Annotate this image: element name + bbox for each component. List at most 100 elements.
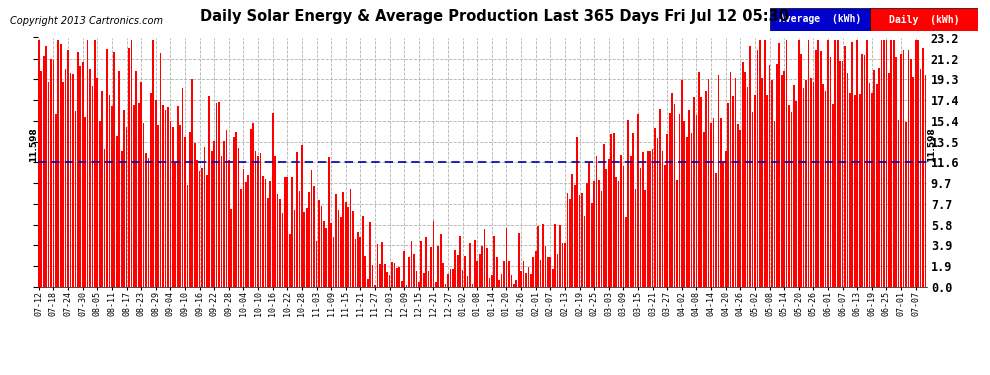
Bar xyxy=(87,40,88,287)
Bar xyxy=(406,285,408,287)
Bar xyxy=(556,254,558,287)
FancyBboxPatch shape xyxy=(770,8,870,31)
Bar xyxy=(74,111,76,287)
Bar xyxy=(651,148,653,287)
Bar xyxy=(893,40,895,287)
Bar xyxy=(803,88,805,287)
Bar xyxy=(544,246,546,287)
Bar xyxy=(194,144,196,287)
Bar xyxy=(359,237,361,287)
Bar xyxy=(723,163,724,287)
Bar xyxy=(856,40,858,287)
Bar xyxy=(236,132,237,287)
Bar xyxy=(347,207,349,287)
Bar xyxy=(89,69,91,287)
Bar xyxy=(733,96,734,287)
Bar xyxy=(418,282,420,287)
Bar xyxy=(141,82,142,287)
Bar xyxy=(281,213,283,287)
Bar xyxy=(416,271,417,287)
Bar xyxy=(646,151,648,287)
Bar xyxy=(354,238,356,287)
Bar xyxy=(493,236,495,287)
Bar xyxy=(243,169,245,287)
Bar xyxy=(62,82,64,287)
Bar xyxy=(656,138,658,287)
Bar xyxy=(146,153,147,287)
Bar xyxy=(503,261,505,287)
Bar xyxy=(551,268,553,287)
Bar xyxy=(759,40,760,287)
Bar xyxy=(825,91,827,287)
Bar xyxy=(216,103,218,287)
Bar xyxy=(386,272,388,287)
Bar xyxy=(294,210,295,287)
Bar xyxy=(457,255,458,287)
Bar xyxy=(922,48,924,287)
Bar xyxy=(863,55,865,287)
Bar xyxy=(162,105,164,287)
Bar xyxy=(805,80,807,287)
Bar xyxy=(725,151,727,287)
Bar xyxy=(401,281,403,287)
Bar xyxy=(521,271,522,287)
Bar xyxy=(516,280,517,287)
Bar xyxy=(408,257,410,287)
Bar xyxy=(844,46,845,287)
Bar xyxy=(778,43,780,287)
Text: 11.598: 11.598 xyxy=(927,128,936,162)
Bar xyxy=(459,236,461,287)
Bar xyxy=(613,133,615,287)
Bar xyxy=(474,240,475,287)
Bar xyxy=(371,266,373,287)
Bar xyxy=(840,61,842,287)
Bar xyxy=(123,110,125,287)
Bar xyxy=(272,113,273,287)
Bar xyxy=(391,262,393,287)
Bar xyxy=(259,153,261,287)
Bar xyxy=(423,273,425,287)
Bar xyxy=(842,61,843,287)
Bar xyxy=(523,261,525,287)
Bar xyxy=(596,156,597,287)
Bar xyxy=(718,75,720,287)
Bar xyxy=(549,257,551,287)
Bar xyxy=(471,284,473,287)
Bar xyxy=(815,50,817,287)
Bar xyxy=(69,74,71,287)
Bar xyxy=(920,69,922,287)
Bar xyxy=(64,69,66,287)
Bar xyxy=(452,269,453,287)
Bar xyxy=(133,105,135,287)
Bar xyxy=(638,114,639,287)
Bar xyxy=(628,120,629,287)
Bar xyxy=(696,116,697,287)
Bar xyxy=(55,114,56,287)
Bar xyxy=(384,264,385,287)
Bar xyxy=(289,234,290,287)
Bar xyxy=(688,110,690,287)
Bar xyxy=(43,57,45,287)
Bar xyxy=(554,225,556,287)
Bar xyxy=(846,73,848,287)
Bar xyxy=(304,212,305,287)
Bar xyxy=(136,71,138,287)
Bar xyxy=(793,85,795,287)
Bar xyxy=(561,243,563,287)
Bar xyxy=(513,284,515,287)
Bar xyxy=(254,151,256,287)
Bar xyxy=(868,82,870,287)
Bar xyxy=(191,79,193,287)
Bar xyxy=(813,82,814,287)
Bar xyxy=(167,107,168,287)
Bar xyxy=(204,147,205,287)
Bar xyxy=(566,194,568,287)
Bar xyxy=(788,105,790,287)
Bar xyxy=(299,191,300,287)
Bar xyxy=(691,133,692,287)
Bar xyxy=(338,210,340,287)
Bar xyxy=(851,42,853,287)
Bar xyxy=(101,91,103,287)
Bar xyxy=(445,284,446,287)
Bar xyxy=(276,194,278,287)
